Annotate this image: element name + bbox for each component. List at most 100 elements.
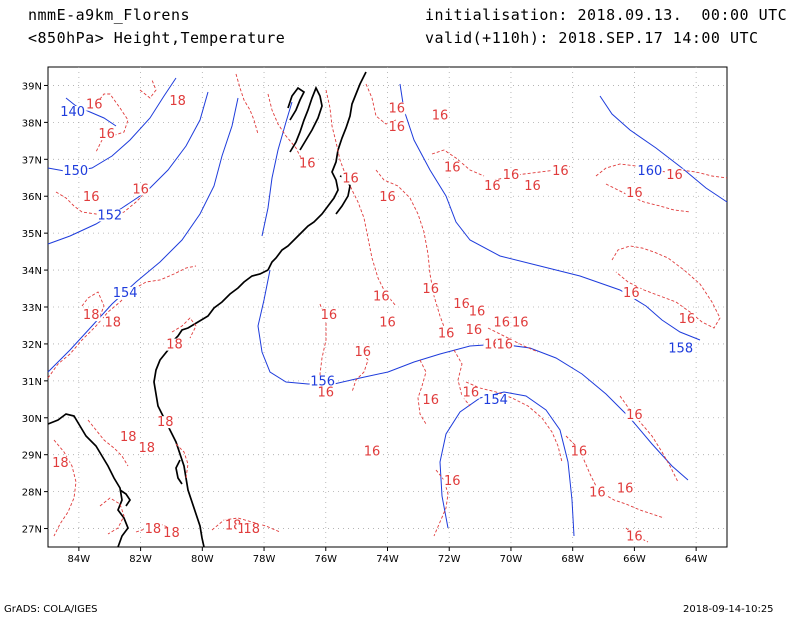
- temperature-labels: 16 18 16 16 16 16 16 16 16 16 16 16 16 16 16 16 16 16 16 18…: [51, 94, 696, 545]
- height-label: 152: [97, 208, 122, 223]
- temperature-label-bg: [316, 386, 335, 399]
- lon-label: 82W: [129, 554, 152, 565]
- temperature-label-bg: [523, 179, 542, 192]
- field-title: <850hPa> Height,Temperature: [28, 29, 286, 47]
- temperature-label: 18: [105, 315, 122, 330]
- temperature-label: 16: [512, 315, 529, 330]
- lat-lon-grid: [48, 67, 727, 547]
- temperature-label-bg: [569, 445, 588, 458]
- height-label: 150: [63, 164, 88, 179]
- lon-label: 74W: [376, 554, 399, 565]
- temperature-label: 16: [321, 308, 338, 323]
- temperature-label: 18: [52, 456, 69, 471]
- temperature-label: 16: [98, 127, 115, 142]
- height-labels: 140 150 152 154 156 154 158 160: [59, 105, 694, 408]
- temperature-label: 16: [132, 183, 149, 198]
- temperature-label: 16: [463, 386, 480, 401]
- coastline: [47, 71, 367, 548]
- temperature-label-bg: [443, 161, 462, 174]
- temperature-label-bg: [165, 338, 184, 351]
- temperature-label: 16: [388, 120, 405, 135]
- temperature-label-bg: [588, 486, 607, 499]
- height-label-bg: [62, 165, 89, 178]
- lon-label: 72W: [438, 554, 461, 565]
- lat-label: 31N: [22, 377, 42, 388]
- temperature-label-bg: [625, 530, 644, 543]
- temperature-label: 18: [120, 430, 137, 445]
- lat-label: 27N: [22, 525, 42, 536]
- temperature-label: 16: [493, 315, 510, 330]
- temperature-label: 18: [83, 308, 100, 323]
- temperature-label-bg: [501, 168, 520, 181]
- temperature-label-bg: [622, 286, 641, 299]
- temperature-label: 18: [243, 522, 260, 537]
- lat-label: 38N: [22, 118, 42, 129]
- temperature-label-bg: [119, 430, 138, 443]
- temperature-label-bg: [464, 323, 483, 336]
- temperature-label-bg: [137, 442, 156, 454]
- temperature-label-bg: [616, 482, 635, 495]
- lon-label: 80W: [191, 554, 214, 565]
- initialisation-time: initialisation: 2018.09.13. 00:00 UTC: [425, 6, 788, 24]
- temperature-label: 18: [145, 522, 162, 537]
- temperature-label: 16: [317, 386, 334, 401]
- lon-label: 64W: [685, 554, 708, 565]
- lat-label: 29N: [22, 451, 42, 462]
- temperature-label: 16: [497, 338, 514, 353]
- temperature-label: 18: [138, 441, 155, 456]
- lat-label: 30N: [22, 414, 42, 425]
- temperature-label-bg: [452, 298, 471, 310]
- lat-label: 39N: [22, 81, 42, 92]
- valid-time: valid(+110h): 2018.SEP.17 14:00 UTC: [425, 29, 759, 47]
- temperature-label-bg: [430, 109, 449, 122]
- temperature-label-bg: [378, 190, 397, 203]
- height-label: 156: [310, 375, 335, 390]
- temperature-label: 16: [83, 190, 100, 205]
- temperature-label-bg: [168, 94, 187, 107]
- temperature-label: 16: [299, 157, 316, 172]
- temperature-label-bg: [372, 290, 391, 303]
- temperature-label-bg: [421, 283, 440, 296]
- lon-label: 70W: [500, 554, 523, 565]
- temperature-label-bg: [242, 523, 261, 536]
- temperature-label: 16: [623, 286, 640, 301]
- temperature-label-bg: [625, 187, 644, 200]
- temperature-label: 16: [438, 327, 455, 342]
- temperature-label-bg: [156, 416, 175, 429]
- temperature-label: 16: [432, 109, 449, 124]
- temperature-label: 16: [679, 312, 696, 327]
- temperature-label: 16: [626, 530, 643, 545]
- temperature-label: 16: [342, 171, 359, 186]
- lon-label: 76W: [314, 554, 337, 565]
- temperature-label-bg: [492, 316, 511, 329]
- temperature-label: 16: [503, 168, 520, 183]
- temperature-label: 16: [571, 445, 588, 460]
- temperature-label: 16: [422, 393, 439, 408]
- lat-label: 36N: [22, 192, 42, 203]
- footer-software: GrADS: COLA/IGES: [4, 604, 98, 615]
- temperature-label: 16: [617, 482, 634, 497]
- height-label-bg: [309, 375, 336, 388]
- temperature-label: 18: [166, 338, 183, 353]
- temperature-label: 16: [379, 190, 396, 205]
- temperature-label: 16: [484, 179, 501, 194]
- lat-label: 32N: [22, 340, 42, 351]
- temperature-label-bg: [131, 183, 150, 196]
- temperature-label-bg: [437, 327, 456, 340]
- temperature-label-bg: [495, 338, 514, 351]
- lat-label: 33N: [22, 303, 42, 314]
- height-label-bg: [96, 209, 123, 222]
- lat-label: 35N: [22, 229, 42, 240]
- temperature-label: 18: [169, 94, 186, 109]
- temperature-label-bg: [319, 309, 338, 322]
- temperature-label-bg: [625, 408, 644, 421]
- temperature-label: 16: [355, 345, 372, 360]
- model-title: nmmE-a9km_Florens: [28, 6, 191, 24]
- height-label-bg: [667, 342, 694, 355]
- temperature-label: 16: [373, 290, 390, 305]
- temperature-label: 16: [469, 304, 486, 319]
- temperature-label-bg: [341, 172, 360, 185]
- temperature-label: 16: [422, 282, 439, 297]
- temperature-label: 16: [379, 315, 396, 330]
